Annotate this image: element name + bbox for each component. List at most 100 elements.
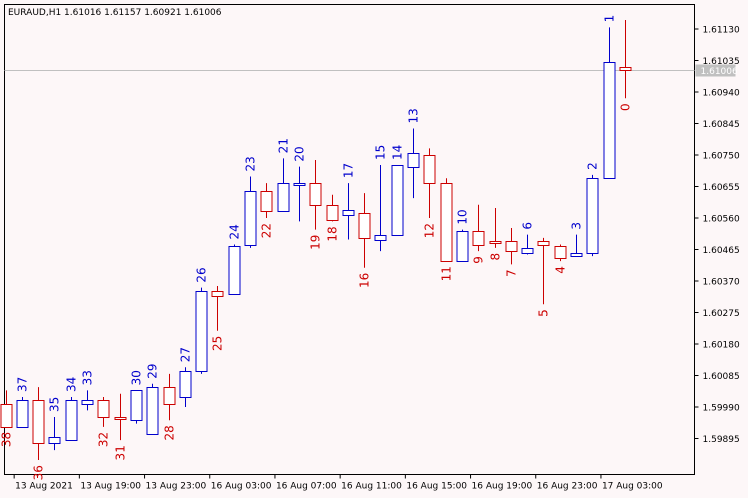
plot-frame — [4, 4, 695, 475]
y-tick-label: 1.60465 — [703, 246, 740, 256]
candle-index-label: 2 — [586, 162, 600, 170]
candle-index-label: 16 — [358, 273, 372, 288]
candle — [505, 227, 518, 265]
candle-index-label: 24 — [228, 224, 242, 239]
candle — [326, 194, 339, 222]
candle — [81, 390, 94, 411]
candle — [342, 183, 355, 240]
candle — [586, 174, 599, 257]
y-tick-label: 1.59990 — [703, 404, 740, 414]
y-axis: 1.61130 1.61035 1.60940 1.60845 1.60750 1.606… — [694, 26, 740, 445]
bear-candle-body — [163, 387, 176, 405]
candle — [244, 176, 257, 248]
bull-candle-body — [374, 235, 387, 241]
candle-index-label: 26 — [195, 267, 209, 282]
current-price-tag — [695, 64, 736, 77]
candle — [456, 229, 469, 262]
x-tick-label: 13 Aug 23:00 — [146, 482, 207, 492]
y-tick-label: 1.60275 — [703, 309, 740, 319]
bull-candle-body — [570, 253, 583, 257]
candle — [472, 204, 485, 252]
bull-candle-body — [407, 153, 420, 168]
candle — [374, 164, 387, 252]
bull-candle-body — [391, 165, 404, 236]
candle — [179, 367, 192, 407]
y-tick-label: 1.60655 — [703, 183, 740, 193]
candle-index-label: 10 — [456, 209, 470, 224]
candle-index-label: 1 — [603, 15, 617, 23]
candle-index-label: 31 — [114, 445, 128, 460]
candle-index-label: 11 — [440, 266, 454, 281]
bull-candle-body — [521, 248, 534, 254]
candle — [130, 390, 143, 424]
y-tick-label: 1.60940 — [703, 89, 740, 99]
candle-index-label: 30 — [130, 370, 144, 385]
bull-candle-body — [228, 246, 241, 295]
bear-candle-body — [326, 205, 339, 221]
bear-candle-body — [260, 191, 273, 212]
candle — [97, 397, 110, 427]
bear-candle-body — [489, 241, 502, 244]
candle-index-label: 20 — [293, 146, 307, 161]
bull-candle-body — [146, 387, 159, 435]
y-tick-label: 1.60845 — [703, 120, 740, 130]
x-axis: 13 Aug 2021 13 Aug 19:00 13 Aug 23:00 16 Au… — [13, 474, 663, 492]
bear-candle-body — [0, 404, 13, 428]
candle-index-label: 8 — [489, 253, 503, 261]
y-tick-label: 1.60180 — [703, 341, 740, 351]
bear-candle-body — [440, 183, 453, 262]
bear-candle-body — [211, 291, 224, 297]
y-tick-label: 1.61035 — [703, 57, 740, 67]
candle-index-label: 4 — [554, 266, 568, 274]
candle — [537, 237, 550, 305]
candle — [619, 20, 632, 99]
y-tick-label: 1.61130 — [703, 26, 740, 36]
candle — [211, 285, 224, 331]
current-price-line: 1.61006 — [4, 64, 738, 77]
candles — [0, 20, 632, 461]
candle-index-label: 21 — [277, 138, 291, 153]
candle-index-label: 37 — [16, 377, 30, 392]
candle-index-label: 34 — [65, 377, 79, 392]
candle — [358, 193, 371, 268]
candle — [293, 166, 306, 222]
bull-candle-body — [244, 191, 257, 246]
candle-index-label: 17 — [342, 163, 356, 178]
candle — [48, 416, 61, 451]
candle-index-label: 13 — [407, 108, 421, 123]
candle — [407, 128, 420, 199]
candle-index-label: 23 — [244, 156, 258, 171]
bull-candle-body — [603, 62, 616, 179]
bear-candle-body — [472, 231, 485, 246]
bull-candle-body — [586, 178, 599, 254]
candle — [423, 148, 436, 218]
bull-candle-body — [81, 400, 94, 405]
x-tick-label: 16 Aug 11:00 — [341, 482, 402, 492]
bear-candle-body — [554, 246, 567, 259]
bull-candle-body — [130, 390, 143, 421]
bear-candle-body — [358, 213, 371, 239]
candle-index-label: 5 — [537, 309, 551, 317]
candle — [163, 373, 176, 421]
candle-index-label: 29 — [146, 364, 160, 379]
candle-index-label: 9 — [472, 256, 486, 264]
candle — [16, 397, 29, 428]
bear-candle-body — [309, 183, 322, 206]
x-tick-label: 13 Aug 19:00 — [80, 482, 141, 492]
candle — [391, 164, 404, 236]
y-tick-label: 1.60750 — [703, 152, 740, 162]
candle — [603, 27, 616, 179]
candle-index-label: 14 — [391, 145, 405, 160]
candle-index-label: 28 — [163, 425, 177, 440]
bear-candle-body — [505, 241, 518, 252]
candle-index-label: 0 — [619, 103, 633, 111]
current-price-tag-text: 1.61006 — [701, 67, 738, 77]
y-tick-label: 1.60560 — [703, 215, 740, 225]
candle-index-label: 12 — [423, 223, 437, 238]
x-tick-label: 16 Aug 07:00 — [276, 482, 337, 492]
y-tick-label: 1.59895 — [703, 435, 740, 445]
x-tick-label: 16 Aug 19:00 — [472, 482, 533, 492]
bear-candle-body — [114, 417, 127, 420]
